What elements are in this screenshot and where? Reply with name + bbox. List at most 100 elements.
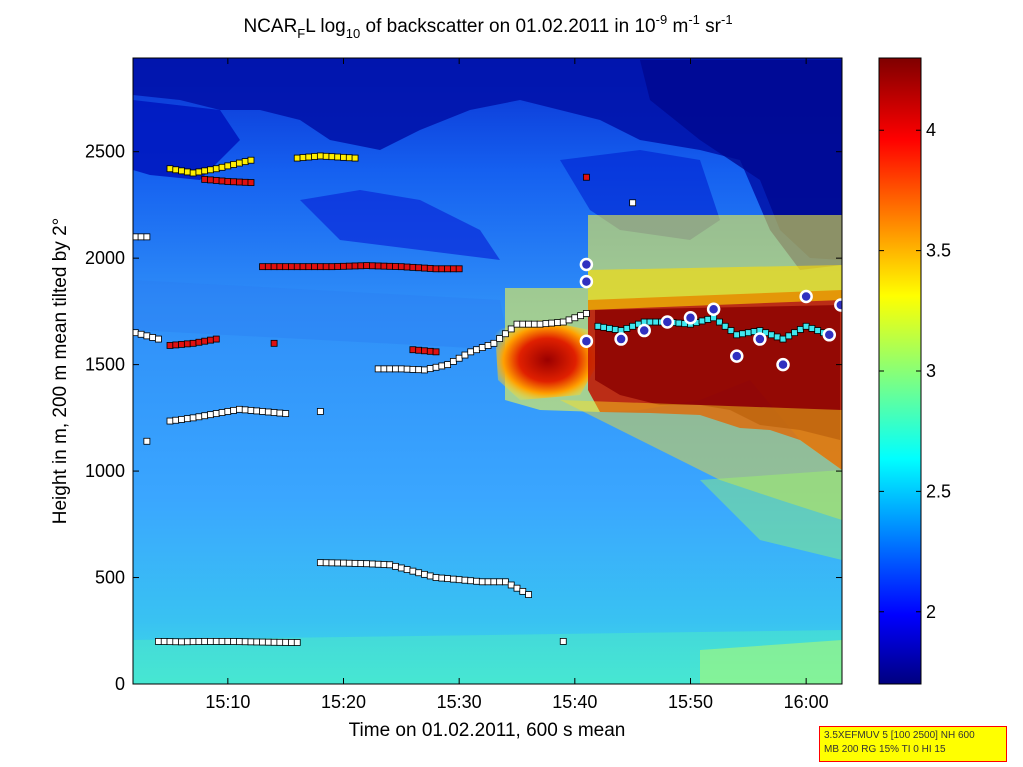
- marker-white: [322, 559, 330, 567]
- x-tick-label: 15:30: [437, 692, 482, 712]
- marker-white: [345, 559, 353, 567]
- marker-yellow: [207, 166, 214, 174]
- marker-white: [484, 578, 492, 586]
- marker-white: [264, 638, 272, 646]
- marker-red: [282, 263, 290, 271]
- marker-white: [143, 437, 151, 445]
- marker-white: [241, 638, 249, 646]
- colorbar-ticks: 2 2.5 3 3.5 4: [879, 120, 951, 622]
- marker-yellow: [178, 167, 185, 175]
- marker-white: [432, 363, 440, 371]
- marker-yellow: [322, 152, 330, 160]
- marker-white: [426, 365, 434, 373]
- marker-white: [253, 407, 261, 415]
- marker-white: [507, 581, 515, 589]
- marker-white: [137, 330, 145, 338]
- marker-white: [340, 559, 347, 567]
- marker-red: [397, 263, 405, 271]
- marker-yellow: [230, 161, 238, 168]
- marker-white: [478, 578, 486, 586]
- marker-circle: [776, 357, 790, 372]
- y-tick-label: 0: [115, 674, 125, 694]
- marker-white: [155, 335, 162, 343]
- marker-yellow: [189, 169, 197, 177]
- marker-white: [293, 639, 301, 646]
- marker-white: [577, 312, 585, 320]
- marker-white: [432, 574, 440, 581]
- marker-red: [340, 262, 347, 270]
- marker-yellow: [334, 153, 342, 161]
- marker-white: [357, 560, 365, 567]
- marker-red: [183, 340, 191, 348]
- marker-red: [230, 178, 238, 186]
- x-axis-label: Time on 01.02.2011, 600 s mean: [349, 720, 626, 741]
- marker-circle: [729, 349, 744, 363]
- marker-red: [357, 262, 365, 270]
- colorbar-tick-label: 3.5: [926, 241, 951, 261]
- heatmap-field: [133, 58, 842, 684]
- marker-white: [397, 365, 405, 373]
- chart-title: NCARFL log10 of backscatter on 01.02.201…: [243, 12, 732, 41]
- marker-yellow: [236, 159, 243, 167]
- marker-white: [166, 638, 174, 646]
- marker-white: [276, 409, 284, 417]
- marker-red: [322, 263, 330, 271]
- marker-red: [351, 262, 359, 270]
- marker-white: [467, 348, 475, 356]
- marker-red: [259, 263, 266, 271]
- marker-yellow: [247, 156, 255, 164]
- marker-white: [502, 578, 509, 586]
- marker-white: [212, 638, 220, 645]
- marker-red: [311, 263, 318, 271]
- marker-white: [363, 560, 371, 568]
- marker-white: [316, 408, 324, 415]
- marker-white: [386, 561, 394, 569]
- marker-cyan: [779, 335, 787, 343]
- marker-cyan: [768, 331, 775, 339]
- marker-white: [478, 344, 486, 351]
- y-tick-label: 1500: [85, 355, 125, 375]
- marker-white: [247, 638, 255, 646]
- marker-cyan: [814, 327, 822, 334]
- marker-red: [270, 339, 278, 347]
- info-box-line-2: MB 200 RG 15% TI 0 HI 15: [824, 744, 946, 755]
- marker-circle: [579, 257, 594, 272]
- marker-red: [421, 347, 428, 355]
- marker-white: [409, 366, 417, 373]
- marker-yellow: [172, 166, 180, 174]
- marker-yellow: [316, 152, 324, 160]
- marker-cyan: [727, 327, 735, 334]
- marker-cyan: [594, 322, 602, 330]
- marker-cyan: [715, 318, 723, 326]
- marker-cyan: [611, 326, 619, 333]
- marker-white: [241, 406, 249, 414]
- marker-red: [218, 177, 226, 185]
- marker-white: [421, 366, 428, 374]
- marker-circle: [683, 311, 698, 325]
- colorbar-tick-label: 4: [926, 120, 936, 140]
- marker-cyan: [808, 325, 816, 332]
- marker-white: [496, 578, 504, 586]
- x-axis-ticks: 15:10 15:20 15:30 15:40 15:50 16:00: [205, 58, 829, 712]
- marker-yellow: [299, 154, 307, 161]
- marker-white: [490, 339, 498, 347]
- marker-yellow: [345, 154, 353, 162]
- marker-white: [449, 358, 457, 365]
- marker-white: [548, 319, 556, 327]
- marker-red: [236, 178, 243, 186]
- marker-white: [519, 587, 527, 595]
- y-tick-label: 2500: [85, 142, 125, 162]
- colorbar-tick-label: 2: [926, 602, 936, 622]
- marker-red: [241, 178, 249, 186]
- marker-white: [351, 559, 359, 567]
- marker-white: [218, 409, 226, 416]
- marker-white: [513, 584, 521, 592]
- marker-red: [409, 263, 417, 271]
- marker-circle: [799, 289, 813, 304]
- marker-white: [316, 559, 324, 567]
- marker-red: [369, 262, 376, 270]
- marker-white: [369, 560, 376, 568]
- marker-red: [212, 177, 220, 184]
- marker-yellow: [201, 167, 209, 175]
